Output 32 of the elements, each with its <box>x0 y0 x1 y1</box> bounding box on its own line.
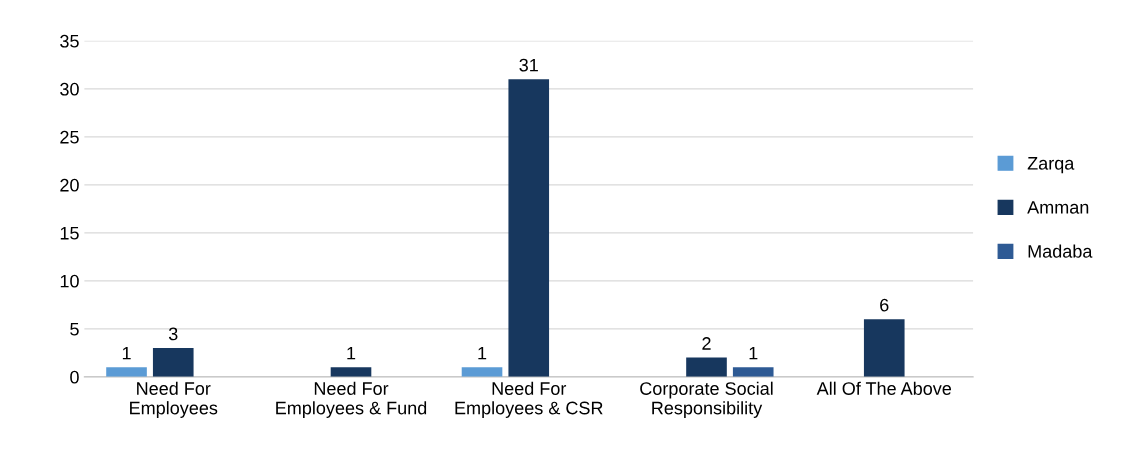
x-tick-label: All Of The Above <box>816 381 952 395</box>
legend-label: Zarqa <box>1027 157 1075 174</box>
y-tick-label: 35 <box>60 34 79 48</box>
x-tick-label: Need For Employees & CSR <box>455 381 603 418</box>
bar <box>152 348 194 377</box>
y-tick-label: 5 <box>70 322 79 336</box>
bar <box>330 367 372 377</box>
data-label: 1 <box>122 346 131 360</box>
x-tick-label: Need For Employees & Fund <box>276 381 427 418</box>
x-tick-label: Corporate Social Responsibility <box>640 381 773 418</box>
y-tick-label: 25 <box>60 130 79 144</box>
bar <box>461 367 503 377</box>
data-label: 1 <box>347 346 356 360</box>
y-tick-label: 0 <box>70 370 79 384</box>
bar <box>106 367 147 377</box>
legend-label: Madaba <box>1028 244 1093 258</box>
data-label: 31 <box>519 58 538 72</box>
data-label: 6 <box>880 298 889 312</box>
x-tick-label: Need For Employees <box>130 381 218 418</box>
data-label: 1 <box>749 346 758 360</box>
data-label: 1 <box>478 346 487 360</box>
legend-label: Amman <box>1027 201 1089 214</box>
bar <box>732 367 774 377</box>
y-tick-label: 10 <box>60 274 79 288</box>
y-tick-label: 15 <box>60 226 79 240</box>
bar <box>863 319 905 377</box>
data-label: 2 <box>702 337 711 350</box>
bar <box>686 357 727 377</box>
bar <box>508 79 550 377</box>
y-tick-label: 20 <box>60 178 79 192</box>
y-tick-label: 30 <box>60 82 79 96</box>
data-label: 3 <box>168 327 178 341</box>
